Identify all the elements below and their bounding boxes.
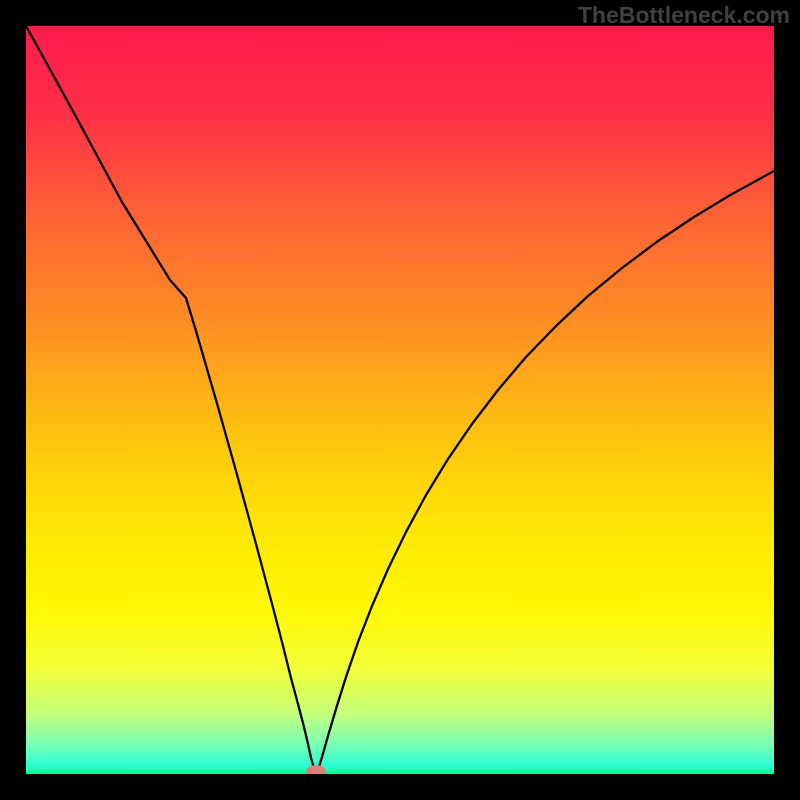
plot-area <box>26 26 774 774</box>
bottleneck-curve-svg <box>26 26 774 774</box>
bottleneck-curve <box>26 26 774 773</box>
optimal-point-marker <box>306 765 326 774</box>
figure-root: TheBottleneck.com <box>0 0 800 800</box>
watermark-text: TheBottleneck.com <box>578 2 790 29</box>
